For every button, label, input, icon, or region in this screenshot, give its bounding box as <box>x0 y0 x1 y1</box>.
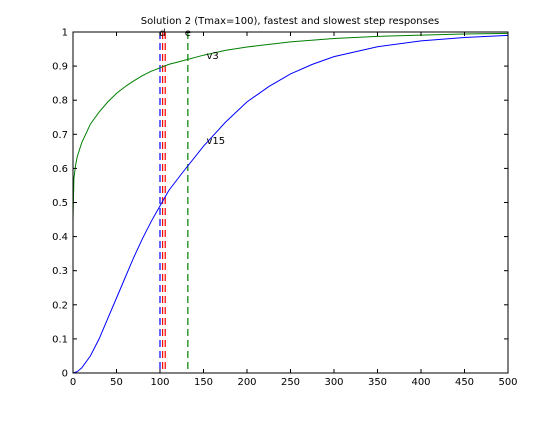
y-tick-label-0-5: 0.5 <box>52 198 68 209</box>
marker-label-d: d <box>159 28 165 39</box>
x-tick-label-500: 500 <box>498 377 517 388</box>
series-line-v3 <box>72 32 509 220</box>
annotation-v3: v3 <box>207 51 219 62</box>
y-tick-label-0-6: 0.6 <box>52 164 68 175</box>
y-tick-label-1: 1 <box>62 28 68 39</box>
x-tick-label-400: 400 <box>411 377 430 388</box>
y-tick-label-0-8: 0.8 <box>52 96 68 107</box>
x-tick-label-100: 100 <box>150 377 169 388</box>
y-tick-label-0-4: 0.4 <box>52 232 68 243</box>
y-tick-label-0-3: 0.3 <box>52 266 68 277</box>
y-tick-label-0: 0 <box>62 369 68 380</box>
x-tick-label-150: 150 <box>194 377 213 388</box>
x-tick-label-300: 300 <box>324 377 343 388</box>
axis-ticks: 0 50 100 150 200 250 300 350 400 450 500 0 0.1 0.2 0.3… <box>52 28 517 389</box>
plot-area: d e v3 v15 <box>72 28 509 374</box>
y-tick-label-0-9: 0.9 <box>52 62 68 73</box>
y-tick-label-0-2: 0.2 <box>52 300 68 311</box>
series-line-v15 <box>72 34 509 374</box>
annotation-v15: v15 <box>207 136 226 147</box>
chart-title: Solution 2 (Tmax=100), fastest and slowe… <box>141 16 439 27</box>
y-tick-label-0-1: 0.1 <box>52 334 68 345</box>
y-tick-label-0-7: 0.7 <box>52 130 68 141</box>
marker-label-e: e <box>185 28 191 39</box>
x-tick-label-350: 350 <box>368 377 387 388</box>
x-tick-label-450: 450 <box>455 377 474 388</box>
axes-frame <box>72 31 509 374</box>
x-tick-label-0: 0 <box>70 377 76 388</box>
x-tick-label-50: 50 <box>110 377 123 388</box>
x-tick-label-200: 200 <box>237 377 256 388</box>
x-tick-label-250: 250 <box>281 377 300 388</box>
